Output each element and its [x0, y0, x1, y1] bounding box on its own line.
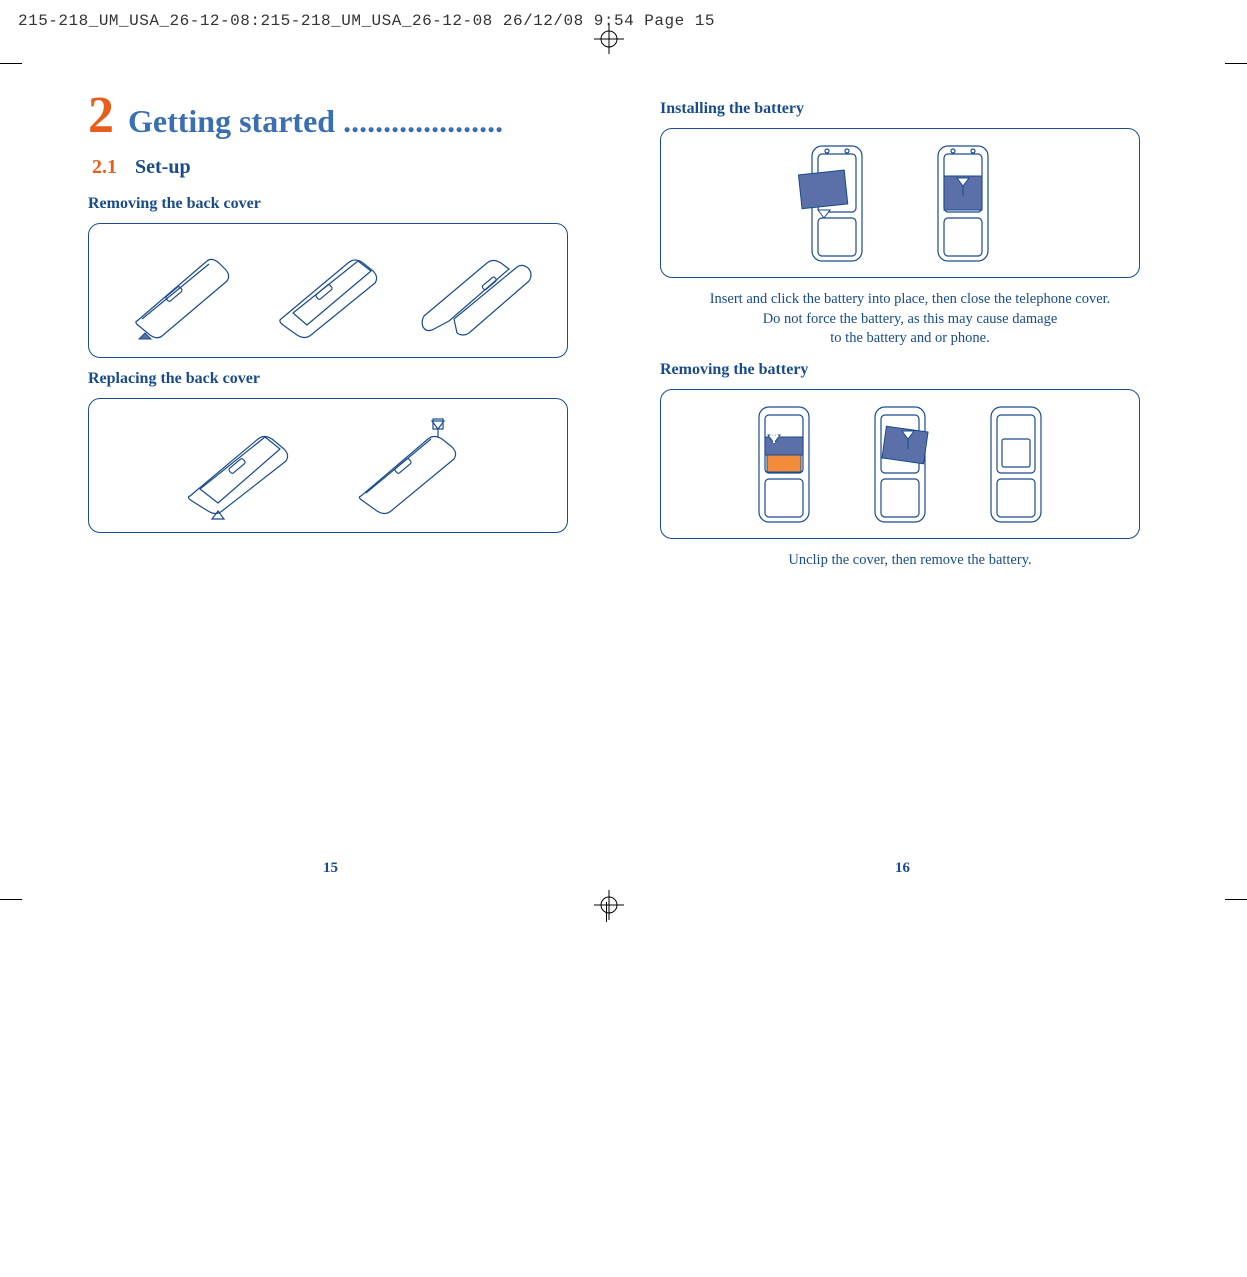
figure-removing-battery	[660, 389, 1140, 539]
page-number-left: 15	[323, 860, 338, 1240]
phone-remove-icon	[850, 399, 950, 529]
chapter-number: 2	[88, 90, 114, 142]
page-right: Installing the battery	[660, 90, 1160, 582]
page-number-right: 16	[895, 860, 910, 1277]
caption-line: Do not force the battery, as this may ca…	[670, 310, 1150, 330]
phone-remove-icon	[966, 399, 1066, 529]
registration-mark	[594, 890, 624, 920]
crop-mark	[1225, 63, 1247, 64]
chapter-heading: 2 Getting started ....................	[88, 90, 588, 142]
caption-line: Insert and click the battery into place,…	[670, 290, 1150, 310]
section-title: Set-up	[135, 156, 191, 179]
phone-icon	[170, 411, 320, 521]
crop-mark	[1225, 899, 1247, 900]
chapter-title: Getting started ....................	[128, 103, 503, 140]
subheading-removing-battery: Removing the battery	[660, 361, 1160, 379]
caption-line: to the battery and or phone.	[670, 329, 1150, 349]
phone-install-icon	[782, 138, 892, 268]
crop-mark	[0, 899, 22, 900]
phone-icon	[117, 241, 247, 341]
caption-installing: Insert and click the battery into place,…	[670, 290, 1150, 349]
phone-remove-icon	[734, 399, 834, 529]
phone-icon	[336, 411, 486, 521]
phone-install-icon	[908, 138, 1018, 268]
registration-mark	[594, 24, 624, 54]
subheading-replacing-cover: Replacing the back cover	[88, 370, 588, 388]
section-heading: 2.1 Set-up	[92, 156, 588, 179]
figure-replacing-cover	[88, 398, 568, 533]
figure-installing-battery	[660, 128, 1140, 278]
section-number: 2.1	[92, 156, 117, 179]
crop-mark	[0, 63, 22, 64]
figure-removing-cover	[88, 223, 568, 358]
subheading-installing-battery: Installing the battery	[660, 100, 1160, 118]
phone-icon	[409, 241, 539, 341]
phone-icon	[263, 241, 393, 341]
caption-removing: Unclip the cover, then remove the batter…	[670, 551, 1150, 571]
page-left: 2 Getting started .................... 2…	[88, 90, 588, 545]
subheading-removing-cover: Removing the back cover	[88, 195, 588, 213]
